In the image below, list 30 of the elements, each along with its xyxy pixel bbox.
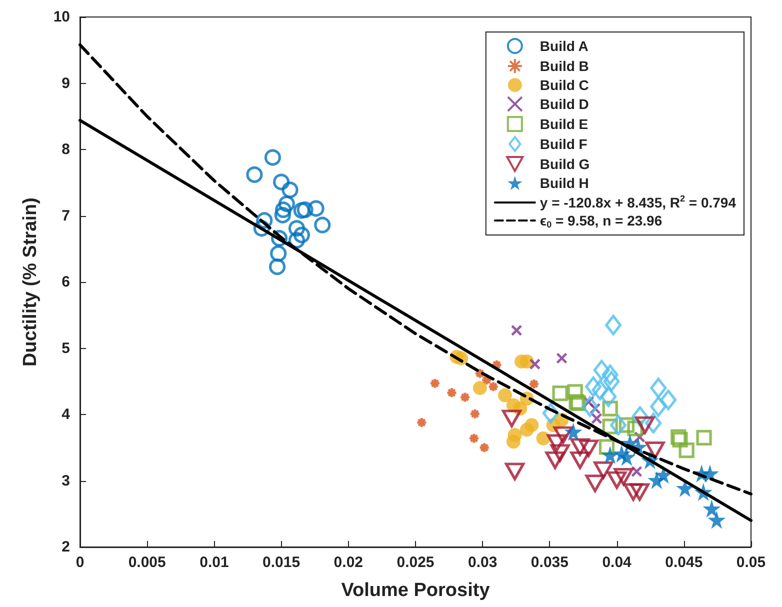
legend-label: Build A [540,38,588,54]
x-tick-label: 0.02 [334,554,363,571]
legend-label: Build C [540,77,589,93]
legend-label: Build B [540,58,589,74]
legend-label: Build D [540,96,589,112]
y-tick-label: 2 [62,538,70,556]
y-tick-label: 3 [62,472,70,490]
legend-label: Build H [540,175,589,191]
y-tick-label: 10 [53,8,70,26]
y-tick-label: 8 [62,141,70,158]
y-tick-label: 5 [62,340,70,357]
x-tick-label: 0.03 [468,554,498,571]
y-tick-label: 4 [62,406,71,423]
y-axis-title: Ductility (% Strain) [20,198,41,366]
x-tick-label: 0.015 [262,554,300,571]
x-tick-label: 0.045 [665,554,703,571]
x-axis-title: Volume Porosity [341,580,490,601]
x-tick-label: 0.035 [530,554,568,571]
y-tick-label: 7 [62,207,70,224]
y-tick-label: 9 [62,74,70,92]
x-tick-label: 0.04 [602,554,632,571]
legend-label: Build G [540,156,590,172]
legend-label: Build E [540,116,588,132]
x-tick-label: 0.05 [736,554,766,571]
x-tick-label: 0.005 [128,554,166,571]
x-tick-label: 0 [76,554,84,571]
x-tick-label: 0.025 [396,554,434,571]
y-tick-label: 6 [62,274,70,290]
legend-label: Build F [540,136,588,152]
x-tick-label: 0.01 [200,554,229,571]
